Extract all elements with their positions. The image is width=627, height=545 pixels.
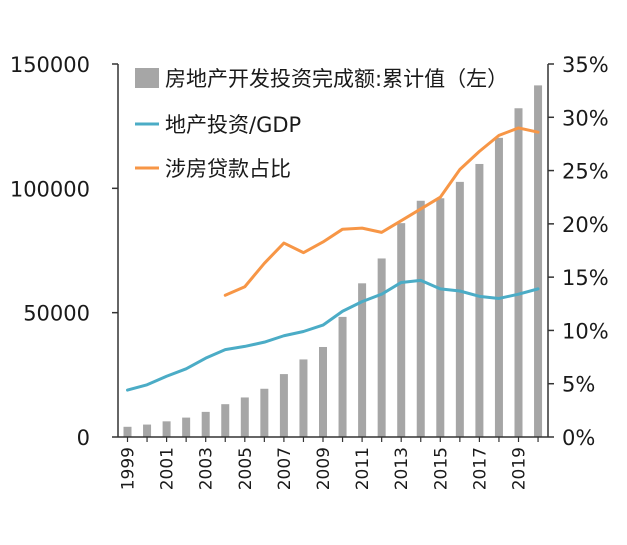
left-tick-label: 0	[77, 426, 90, 450]
axes: 0 50000 100000 150000 0% 5% 10% 15% 20% 25% 30% 35%…	[10, 53, 609, 490]
bar-2013	[397, 223, 406, 437]
right-tick-label: 10%	[562, 319, 609, 343]
x-tick-label: 2003	[197, 447, 217, 490]
right-tick-label: 20%	[562, 213, 609, 237]
right-tick-label: 0%	[562, 426, 595, 450]
legend: 房地产开发投资完成额:累计值（左） 地产投资/GDP 涉房贷款占比	[135, 67, 508, 181]
x-tick-label: 2001	[158, 447, 178, 490]
bar-2014	[416, 200, 425, 437]
legend-label: 地产投资/GDP	[165, 113, 301, 137]
bar-2020	[534, 85, 543, 437]
left-tick-label: 150000	[10, 53, 90, 77]
bar-2019	[514, 108, 523, 437]
x-tick-label: 2015	[431, 447, 451, 490]
line-series	[126, 126, 540, 392]
bar-2002	[182, 417, 191, 437]
right-tick-label: 30%	[562, 106, 609, 130]
bar-2011	[358, 283, 367, 437]
legend-swatch-bar	[135, 68, 159, 88]
bar-2010	[338, 316, 347, 437]
right-tick-label: 5%	[562, 373, 595, 397]
bar-2008	[299, 359, 308, 437]
bar-2018	[494, 137, 503, 437]
x-tick-label: 2009	[314, 447, 334, 490]
bar-2004	[221, 404, 230, 437]
line-property-loan-share	[223, 126, 540, 297]
right-tick-label: 35%	[562, 53, 609, 77]
bar-2001	[162, 421, 171, 437]
line-investment-gdp	[126, 278, 540, 392]
x-tick-label: 1999	[119, 447, 139, 490]
x-tick-label: 2011	[353, 447, 373, 490]
x-tick-label: 2017	[470, 447, 490, 490]
bar-2005	[240, 397, 249, 437]
x-tick-label: 2013	[392, 447, 412, 490]
x-tick-label: 2005	[236, 447, 256, 490]
left-tick-label: 100000	[10, 177, 90, 201]
bar-2000	[143, 424, 152, 437]
legend-label: 涉房贷款占比	[165, 157, 291, 181]
bar-2006	[260, 388, 269, 437]
bar-2017	[475, 163, 484, 437]
bar-2012	[377, 258, 386, 437]
right-tick-label: 25%	[562, 160, 609, 184]
bar-2015	[436, 198, 445, 437]
bar-series	[123, 85, 543, 437]
legend-label: 房地产开发投资完成额:累计值（左）	[165, 67, 508, 91]
x-tick-label: 2019	[510, 447, 530, 490]
bar-2016	[455, 181, 464, 437]
x-tick-label: 2007	[275, 447, 295, 490]
right-tick-label: 15%	[562, 266, 609, 290]
bar-2003	[201, 411, 210, 437]
bar-2007	[279, 374, 288, 437]
bar-2009	[319, 346, 327, 437]
left-tick-label: 50000	[23, 302, 90, 326]
bar-1999	[123, 426, 132, 437]
